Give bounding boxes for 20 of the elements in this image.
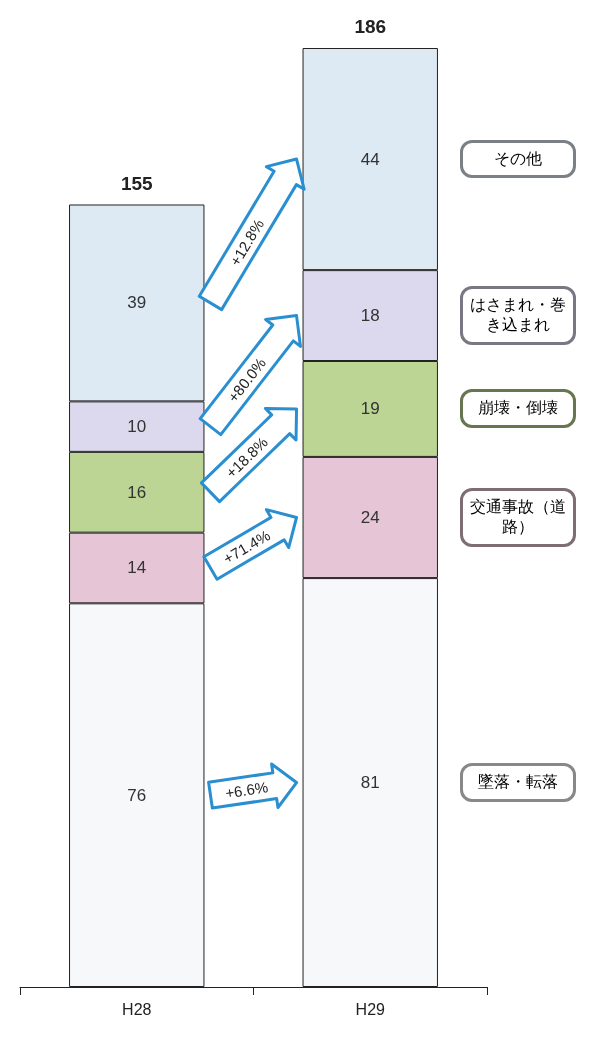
data-label: 81 <box>360 773 380 793</box>
data-label: 76 <box>127 785 147 805</box>
total-label: 155 <box>120 172 154 194</box>
data-label: 24 <box>360 508 380 527</box>
text: 墜落・転落 <box>459 763 576 802</box>
x-tick-label: H29 <box>355 1000 386 1018</box>
text: その他 <box>459 139 576 179</box>
data-label: 18 <box>360 306 380 326</box>
x-tick-label: H28 <box>122 1000 152 1018</box>
data-label: 10 <box>127 417 147 437</box>
text: 崩壊・倒壊 <box>459 389 576 429</box>
data-label: 44 <box>360 149 380 169</box>
data-label: 39 <box>127 293 147 313</box>
text: 交通事故（道路） <box>459 487 576 548</box>
data-label: 19 <box>360 399 380 419</box>
data-label: 16 <box>127 482 147 502</box>
total-label: 186 <box>354 16 387 37</box>
text: はさまれ・巻き込まれ <box>459 285 576 346</box>
annotation: +6.6% <box>224 778 270 802</box>
data-label: 14 <box>127 558 147 578</box>
